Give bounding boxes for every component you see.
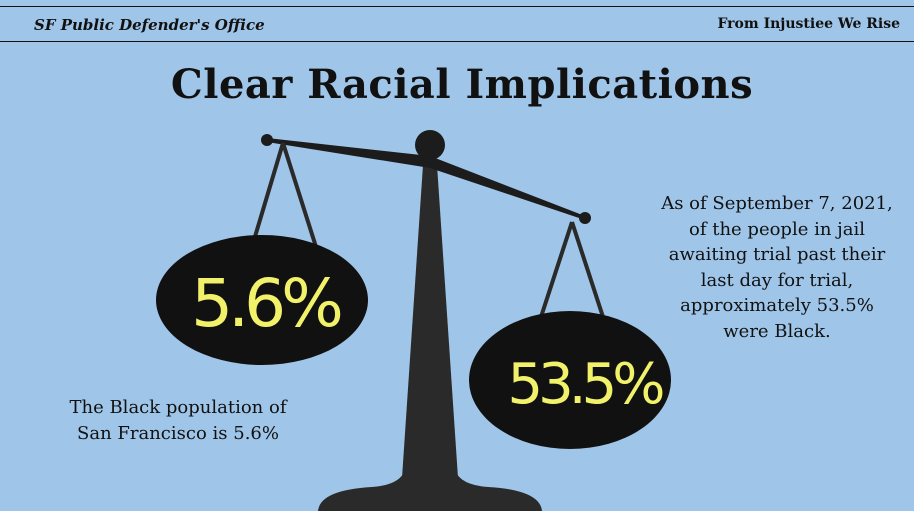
scale-pillar: [402, 150, 458, 478]
right-pan: [469, 311, 671, 449]
page-title: Clear Racial Implications: [170, 61, 754, 108]
slogan: From Injustiee We Rise: [717, 16, 900, 32]
beam-end-left: [261, 134, 273, 146]
left-pan: [156, 235, 368, 365]
right-pan-string: [570, 221, 606, 321]
caption-line: awaiting trial past their: [668, 244, 886, 265]
scale-knob: [415, 130, 445, 160]
right-stat-caption: As of September 7, 2021, of the people i…: [646, 191, 908, 344]
caption-line: As of September 7, 2021,: [661, 193, 893, 214]
right-pan-string: [538, 221, 574, 321]
office-name: SF Public Defender's Office: [34, 16, 265, 34]
right-stat-value: 53.5%: [508, 352, 664, 417]
scale-beam: [267, 138, 585, 220]
scale-base: [318, 470, 542, 511]
beam-end-right: [579, 212, 591, 224]
left-pan-string: [249, 142, 285, 251]
left-stat-caption: The Black population of San Francisco is…: [46, 395, 310, 446]
caption-line: San Francisco is 5.6%: [77, 422, 279, 444]
caption-line: were Black.: [723, 320, 831, 342]
caption-line: last day for trial,: [700, 269, 854, 291]
left-pan-string: [281, 142, 319, 251]
caption-line: of the people in jail: [689, 218, 865, 240]
caption-line: The Black population of: [69, 397, 287, 418]
caption-line: approximately 53.5%: [680, 295, 874, 316]
left-stat-value: 5.6%: [191, 265, 341, 342]
header-bar: SF Public Defender's Office From Injusti…: [0, 6, 914, 42]
